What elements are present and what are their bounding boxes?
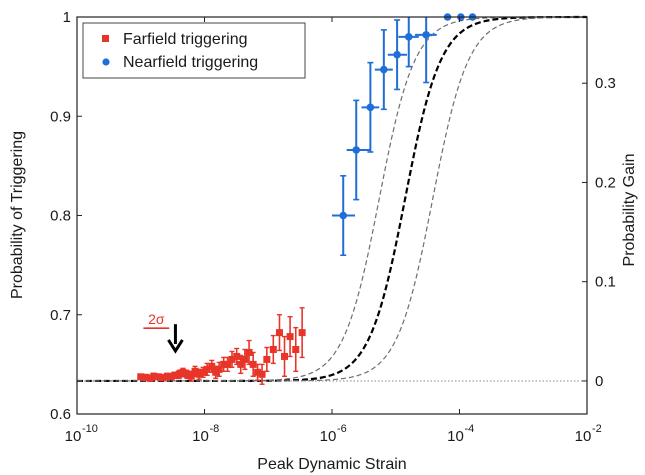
- nearfield-point: [380, 65, 388, 74]
- y2-tick-label: 0: [595, 373, 603, 390]
- y-tick-label: 0.7: [50, 307, 71, 324]
- legend-label-farfield: Farfield triggering: [123, 31, 248, 48]
- x-tick-label: 10: [575, 428, 592, 445]
- farfield-point: [281, 352, 289, 360]
- y-tick-label: 0.8: [50, 208, 71, 225]
- x-tick-label-exponent: -6: [337, 423, 347, 435]
- x-tick-label: 10: [65, 428, 82, 445]
- farfield-point: [275, 329, 283, 337]
- x-tick-label: 10: [320, 428, 337, 445]
- nearfield-point: [404, 33, 413, 41]
- farfield-point: [237, 360, 245, 368]
- x-tick-label: 10: [447, 428, 464, 445]
- farfield-point: [175, 370, 183, 378]
- farfield-point: [191, 367, 199, 375]
- legend-box: [82, 22, 306, 79]
- farfield-point: [228, 355, 236, 363]
- farfield-point: [155, 373, 163, 381]
- legend-marker-nearfield: [102, 58, 110, 66]
- farfield-point: [142, 373, 150, 381]
- y2-tick-label: 0.2: [595, 174, 616, 191]
- y-tick-label: 1: [63, 9, 71, 26]
- farfield-point: [263, 355, 271, 363]
- farfield-point: [292, 345, 300, 353]
- y2-axis-ticks: 0 0.1 0.2 0.3: [582, 75, 616, 390]
- farfield-point: [215, 365, 223, 373]
- two-sigma-label: 2σ: [148, 311, 165, 327]
- nearfield-point: [352, 146, 361, 154]
- farfield-point: [187, 372, 195, 380]
- farfield-point: [171, 371, 179, 379]
- y2-axis-label: Probability Gain: [621, 154, 638, 267]
- farfield-point: [159, 374, 167, 382]
- x-tick-label: 10: [192, 428, 209, 445]
- nearfield-point: [393, 50, 401, 59]
- farfield-point: [241, 355, 249, 363]
- legend-label-nearfield: Nearfield triggering: [123, 54, 258, 71]
- legend: Farfield triggering Nearfield triggering: [82, 22, 306, 79]
- farfield-point: [163, 372, 171, 380]
- farfield-point: [224, 360, 232, 368]
- arrow-head: [167, 339, 184, 354]
- farfield-point: [254, 368, 262, 376]
- farfield-point: [137, 373, 145, 381]
- x-tick-label-exponent: -8: [210, 423, 220, 435]
- farfield-point: [269, 345, 277, 353]
- farfield-point: [183, 370, 191, 378]
- x-tick-label-exponent: -4: [465, 423, 475, 435]
- farfield-point: [146, 374, 154, 382]
- y2-tick-label: 0.1: [595, 274, 616, 291]
- farfield-point: [208, 362, 216, 370]
- farfield-point: [179, 368, 187, 376]
- farfield-point: [220, 360, 228, 368]
- farfield-point: [286, 333, 294, 341]
- y-tick-label: 0.6: [50, 406, 71, 423]
- y2-tick-label: 0.3: [595, 75, 616, 92]
- nearfield-point: [339, 211, 348, 220]
- farfield-point: [195, 370, 203, 378]
- x-axis-label: Peak Dynamic Strain: [257, 456, 406, 473]
- farfield-point: [199, 368, 207, 376]
- y-axis-label: Probability of Triggering: [9, 131, 26, 299]
- legend-marker-farfield: [102, 35, 109, 42]
- farfield-point: [233, 352, 241, 360]
- farfield-point: [150, 372, 158, 380]
- x-axis-ticks: 10 -10 10 -8 10 -6 10 -4 10 -2: [65, 17, 602, 445]
- annotation-layer: 2σ: [143, 311, 184, 354]
- farfield-point: [298, 329, 306, 337]
- farfield-series: [137, 307, 306, 385]
- x-tick-label-exponent: -10: [82, 423, 98, 435]
- farfield-point: [203, 365, 211, 373]
- y-axis-ticks: 0.6 0.7 0.8 0.9 1: [50, 9, 82, 423]
- nearfield-point: [422, 31, 430, 39]
- x-tick-label-exponent: -2: [592, 423, 602, 435]
- farfield-point: [245, 348, 253, 356]
- nearfield-series: [332, 13, 477, 256]
- farfield-point: [258, 370, 266, 378]
- nearfield-point: [366, 103, 375, 112]
- y-tick-label: 0.9: [50, 108, 71, 125]
- farfield-point: [249, 360, 257, 368]
